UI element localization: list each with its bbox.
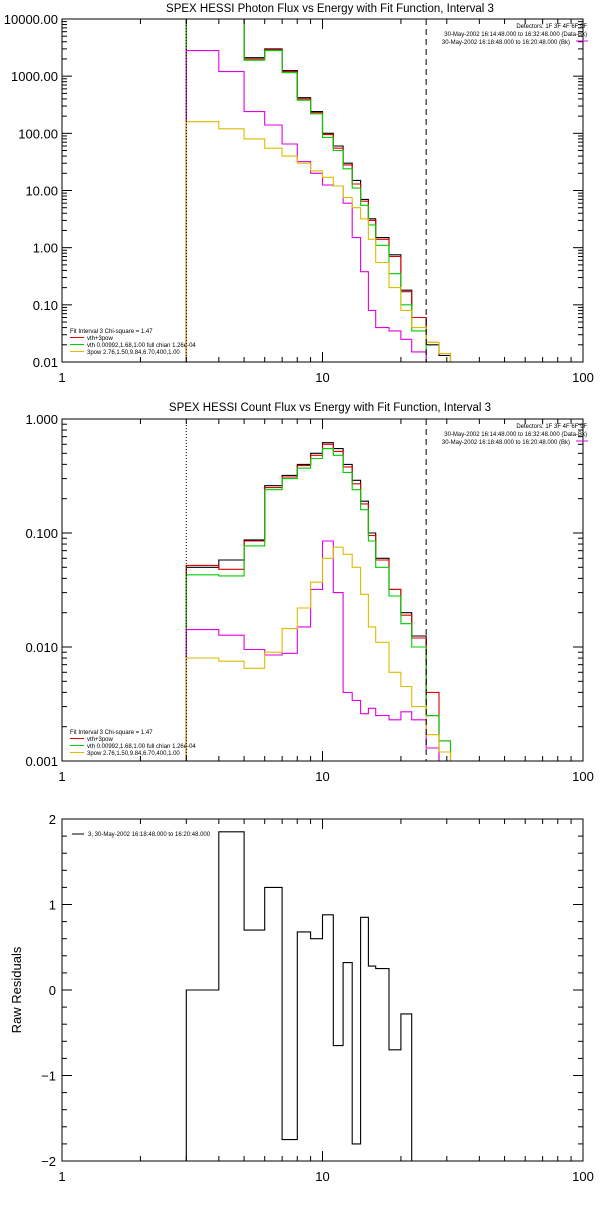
photon-flux-title: SPEX HESSI Photon Flux vs Energy with Fi…	[166, 3, 494, 15]
y-tick-label: 0.100	[25, 526, 58, 541]
series-0-histogram	[185, 19, 452, 362]
y-tick-label: 1000.00	[11, 69, 58, 84]
count-flux-panel: SPEX HESSI Count Flux vs Energy with Fit…	[25, 402, 593, 784]
header-bk-interval: 30-May-2002 16:18:48.000 to 16:20:48.000…	[442, 40, 570, 46]
y-tick-label: −2	[41, 1154, 56, 1169]
y-tick-label: 1	[49, 898, 56, 913]
plot-area	[185, 442, 452, 761]
y-tick-label: 10.00	[25, 184, 58, 199]
count-flux-title: SPEX HESSI Count Flux vs Energy with Fit…	[169, 402, 491, 414]
x-tick-label: 100	[572, 370, 594, 385]
y-tick-label: 0	[49, 983, 56, 998]
y-tick-label: 100.00	[18, 126, 58, 141]
header-detectors: Detectors: 1F 3F 4F 6F 9F	[516, 24, 587, 30]
legend-vth-params: vth 0.00992,1.68,1.00 full chian 1.26e-0…	[87, 343, 196, 349]
legend-vth-params: vth 0.00992,1.68,1.00 full chian 1.26e-0…	[87, 744, 196, 750]
legend-interval-time: 3, 30-May-2002 16:18:48.000 to 16:20:48.…	[88, 832, 211, 838]
y-tick-label: 0.01	[33, 355, 58, 370]
y-tick-label: 1.00	[33, 241, 58, 256]
y-tick-label: 10000.00	[4, 12, 58, 27]
series-2-histogram	[185, 448, 452, 761]
header-detectors: Detectors: 1F 3F 4F 6F 9F	[516, 424, 587, 430]
count-flux-legend: Fit Interval 3 Chi-square = 1.47 vth+3po…	[70, 730, 196, 757]
legend-3pow-params: 3pow 2.76,1.50,9.84,6.70,400,1.00	[87, 350, 180, 356]
legend-model: vth+3pow	[87, 737, 114, 743]
y-tick-label: −1	[41, 1069, 56, 1084]
count-flux-header: Detectors: 1F 3F 4F 6F 9F 30-May-2002 16…	[442, 424, 587, 446]
header-data-interval: 30-May-2002 16:14:48.000 to 16:32:48.000…	[444, 432, 587, 438]
plot-frame	[61, 418, 584, 762]
x-tick-label: 10	[315, 370, 329, 385]
x-tick-label: 10	[315, 1169, 329, 1184]
x-tick-label: 1	[58, 1169, 65, 1184]
x-tick-label: 100	[572, 1169, 594, 1184]
series-4-histogram	[185, 121, 452, 362]
residuals-legend: 3, 30-May-2002 16:18:48.000 to 16:20:48.…	[88, 832, 211, 838]
header-bk-interval: 30-May-2002 16:18:48.000 to 16:20:48.000…	[442, 440, 570, 446]
plot-area	[185, 19, 452, 362]
x-tick-label: 100	[572, 769, 594, 784]
legend-model: vth+3pow	[87, 336, 114, 342]
header-data-interval: 30-May-2002 16:14:48.000 to 16:32:48.000…	[444, 32, 587, 38]
legend-3pow-params: 3pow 2.76,1.50,9.84,6.70,400,1.00	[87, 751, 180, 757]
x-tick-label: 1	[58, 370, 65, 385]
legend-fit-interval: Fit Interval 3 Chi-square = 1.47	[70, 730, 153, 736]
y-tick-label: 0.001	[25, 754, 58, 769]
series-0-histogram	[185, 831, 413, 1161]
series-1-histogram	[185, 19, 452, 362]
series-2-histogram	[185, 19, 427, 362]
residuals-panel: Raw Residuals 3, 30-May-2002 16:18:48.00…	[9, 812, 594, 1184]
x-tick-label: 1	[58, 769, 65, 784]
photon-flux-header: Detectors: 1F 3F 4F 6F 9F 30-May-2002 16…	[442, 24, 587, 46]
x-tick-label: 10	[315, 769, 329, 784]
photon-flux-panel: SPEX HESSI Photon Flux vs Energy with Fi…	[4, 3, 594, 385]
plot-frame	[61, 18, 584, 363]
series-3-histogram	[185, 50, 440, 362]
photon-flux-legend: Fit Interval 3 Chi-square = 1.47 vth+3po…	[70, 329, 196, 356]
series-4-histogram	[185, 546, 452, 761]
legend-fit-interval: Fit Interval 3 Chi-square = 1.47	[70, 329, 153, 335]
y-tick-label: 0.010	[25, 640, 58, 655]
residuals-ylabel: Raw Residuals	[9, 946, 24, 1033]
plot-frame	[61, 818, 584, 1162]
series-0-histogram	[185, 442, 452, 761]
y-tick-label: 2	[49, 812, 56, 827]
y-tick-label: 1.000	[25, 412, 58, 427]
y-tick-label: 0.10	[33, 298, 58, 313]
plot-area	[185, 831, 413, 1161]
